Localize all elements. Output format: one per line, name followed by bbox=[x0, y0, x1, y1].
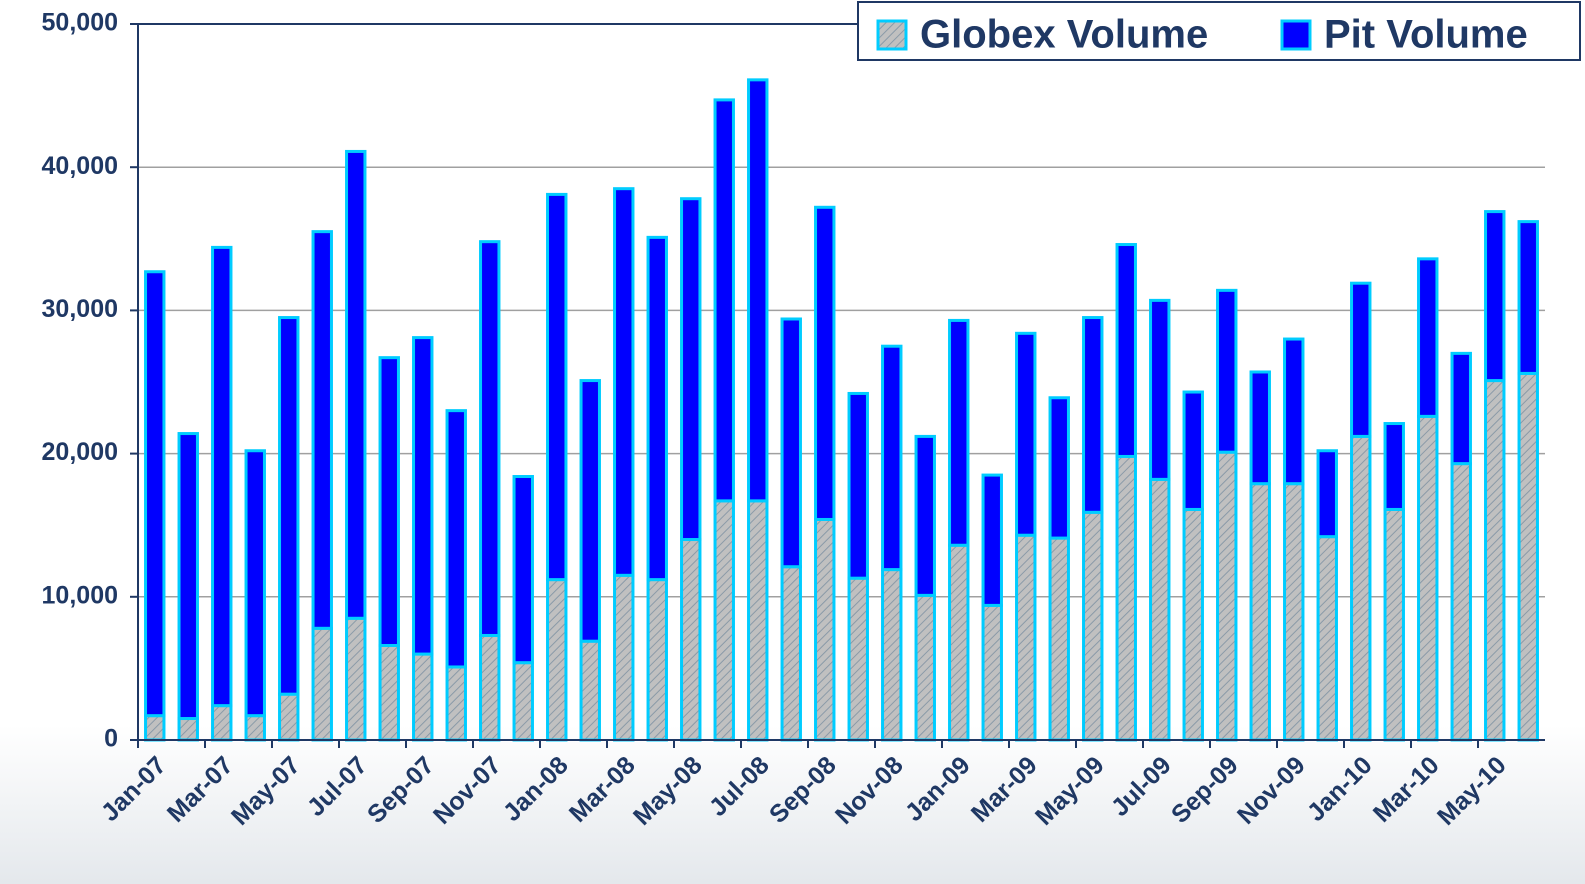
bar-segment bbox=[345, 149, 367, 620]
bar-segment bbox=[1350, 434, 1372, 742]
legend-label: Globex Volume bbox=[920, 13, 1208, 57]
y-tick-label: 50,000 bbox=[42, 9, 118, 37]
bar-segment bbox=[244, 714, 266, 742]
bar-segment bbox=[244, 449, 266, 718]
bar-segment bbox=[1484, 379, 1506, 742]
bar-segment bbox=[579, 379, 601, 643]
bar-segment bbox=[1316, 535, 1338, 742]
bar-segment bbox=[1249, 370, 1271, 486]
bar-segment bbox=[914, 434, 936, 597]
bar-segment bbox=[445, 665, 467, 742]
bar-segment bbox=[1383, 422, 1405, 511]
bar-segment bbox=[1283, 482, 1305, 742]
bar-segment bbox=[311, 230, 333, 630]
bar-segment bbox=[1015, 331, 1037, 537]
bar-segment bbox=[1517, 371, 1539, 742]
bar-segment bbox=[981, 473, 1003, 607]
bar-segment bbox=[1149, 298, 1171, 481]
bar-segment bbox=[713, 98, 735, 503]
bar-segment bbox=[1450, 351, 1472, 466]
legend-swatch bbox=[1280, 19, 1312, 51]
bar-segment bbox=[881, 344, 903, 572]
bar-segment bbox=[1149, 477, 1171, 742]
bar-segment bbox=[847, 391, 869, 580]
bar-segment bbox=[1450, 462, 1472, 742]
bar-segment bbox=[378, 356, 400, 647]
bar-segment bbox=[747, 78, 769, 503]
bar-segment bbox=[780, 565, 802, 742]
bar-segment bbox=[1383, 507, 1405, 742]
bar-segment bbox=[747, 499, 769, 742]
bar-segment bbox=[981, 603, 1003, 742]
bar-segment bbox=[1015, 533, 1037, 742]
bar-segment bbox=[445, 409, 467, 669]
bar-segment bbox=[780, 317, 802, 569]
bar-segment bbox=[1182, 390, 1204, 511]
bar-segment bbox=[1249, 482, 1271, 742]
bar-segment bbox=[211, 704, 233, 742]
bar-segment bbox=[211, 245, 233, 708]
bar-segment bbox=[613, 573, 635, 742]
bar-segment bbox=[646, 235, 668, 582]
bar-segment bbox=[345, 616, 367, 742]
bar-segment bbox=[1216, 288, 1238, 454]
legend-box bbox=[857, 1, 1581, 61]
bar-segment bbox=[1115, 243, 1137, 458]
bar-segment bbox=[847, 576, 869, 742]
bar-segment bbox=[177, 717, 199, 742]
bar-segment bbox=[881, 568, 903, 742]
bar-segment bbox=[680, 538, 702, 742]
bar-segment bbox=[1048, 536, 1070, 742]
bar-segment bbox=[814, 517, 836, 742]
bar-segment bbox=[1417, 414, 1439, 742]
bar-segment bbox=[1417, 257, 1439, 418]
bar-segment bbox=[278, 692, 300, 742]
bar-segment bbox=[177, 432, 199, 721]
bar-segment bbox=[914, 593, 936, 742]
bar-segment bbox=[479, 633, 501, 742]
y-tick-label: 20,000 bbox=[42, 438, 118, 466]
y-tick-label: 30,000 bbox=[42, 295, 118, 323]
bar-segment bbox=[1283, 337, 1305, 486]
bar-segment bbox=[713, 499, 735, 742]
bar-segment bbox=[1350, 281, 1372, 438]
bar-segment bbox=[278, 316, 300, 696]
bar-segment bbox=[512, 475, 534, 665]
legend-label: Pit Volume bbox=[1324, 13, 1528, 57]
bar-segment bbox=[1082, 510, 1104, 742]
bar-segment bbox=[546, 192, 568, 582]
bar-segment bbox=[1216, 450, 1238, 742]
bar-segment bbox=[311, 626, 333, 742]
bar-segment bbox=[948, 318, 970, 547]
bar-segment bbox=[512, 661, 534, 742]
bar-segment bbox=[814, 205, 836, 521]
bar-segment bbox=[144, 714, 166, 742]
bar-segment bbox=[144, 270, 166, 718]
bar-segment bbox=[412, 336, 434, 656]
y-tick-label: 0 bbox=[104, 725, 118, 753]
bar-segment bbox=[948, 543, 970, 742]
bar-segment bbox=[613, 187, 635, 577]
legend: Globex Volume Pit Volume bbox=[857, 1, 1581, 61]
y-tick-label: 10,000 bbox=[42, 581, 118, 609]
bar-segment bbox=[680, 197, 702, 542]
bar-segment bbox=[1115, 454, 1137, 742]
bar-segment bbox=[546, 578, 568, 742]
bar-segment bbox=[378, 643, 400, 742]
bar-segment bbox=[1484, 210, 1506, 383]
bar-segment bbox=[1316, 449, 1338, 539]
bar-segment bbox=[412, 652, 434, 742]
bar-segment bbox=[479, 240, 501, 637]
bar-segment bbox=[1517, 220, 1539, 375]
legend-swatch bbox=[876, 19, 908, 51]
y-tick-label: 40,000 bbox=[42, 152, 118, 180]
bar-segment bbox=[1082, 316, 1104, 514]
bar-segment bbox=[646, 578, 668, 742]
bar-segment bbox=[1048, 396, 1070, 540]
bar-segment bbox=[1182, 507, 1204, 742]
bar-segment bbox=[579, 639, 601, 742]
